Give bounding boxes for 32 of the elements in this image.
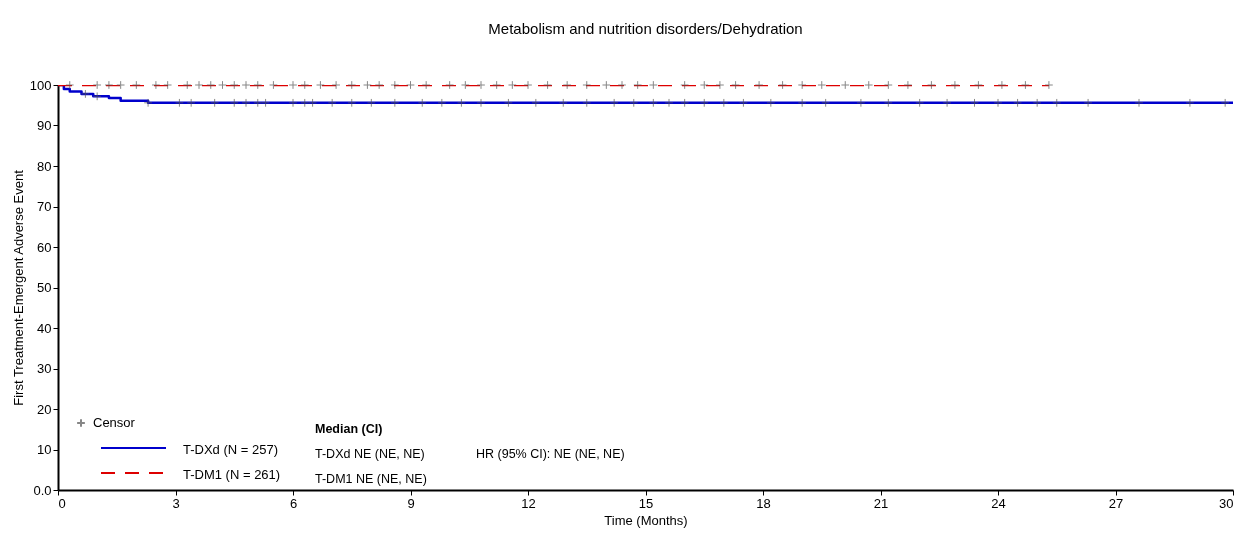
y-tick-label: 100 <box>29 77 52 93</box>
y-tick-label: 0.0 <box>33 482 52 498</box>
x-tick-label: 9 <box>407 495 415 511</box>
x-tick-label: 21 <box>873 495 889 511</box>
x-tick-label: 30 <box>1219 495 1234 511</box>
chart-title: Metabolism and nutrition disorders/Dehydration <box>488 20 803 37</box>
y-tick-label: 60 <box>37 239 52 255</box>
y-tick-label: 90 <box>37 118 52 133</box>
x-tick-label: 12 <box>521 495 536 511</box>
annotation: HR (95% CI): NE (NE, NE) <box>476 447 625 461</box>
legend-label: Censor <box>93 415 136 430</box>
y-tick-label: 10 <box>37 442 52 457</box>
annotation: T-DM1 NE (NE, NE) <box>315 472 427 486</box>
annotation: Median (CI) <box>315 422 383 436</box>
x-tick-label: 3 <box>172 495 180 511</box>
x-axis-title: Time (Months) <box>604 512 688 528</box>
x-tick-label: 24 <box>991 495 1006 511</box>
y-tick-label: 20 <box>37 401 52 417</box>
y-tick-label: 70 <box>37 199 52 214</box>
y-axis-title: First Treatment-Emergent Adverse Event <box>10 169 26 406</box>
y-tick-label: 30 <box>37 361 52 376</box>
y-tick-label: 80 <box>37 158 52 174</box>
legend-label: T-DXd (N = 257) <box>183 442 279 457</box>
x-tick-label: 6 <box>289 495 298 511</box>
x-tick-label: 18 <box>756 495 771 511</box>
y-tick-label: 50 <box>37 280 52 295</box>
x-tick-label: 27 <box>1108 495 1124 511</box>
legend-label: T-DM1 (N = 261) <box>183 467 281 482</box>
x-tick-label: 0 <box>58 495 66 511</box>
x-tick-label: 15 <box>638 495 654 511</box>
annotation: T-DXd NE (NE, NE) <box>315 447 425 461</box>
y-tick-label: 40 <box>37 320 52 336</box>
